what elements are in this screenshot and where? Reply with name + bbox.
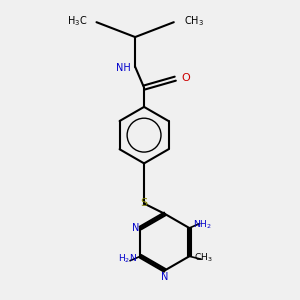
Text: S: S [140, 199, 148, 208]
Text: O: O [181, 73, 190, 83]
Text: CH$_3$: CH$_3$ [194, 251, 212, 264]
Text: H$_3$C: H$_3$C [67, 14, 88, 28]
Text: NH$_2$: NH$_2$ [193, 219, 212, 231]
Text: H$_2$N: H$_2$N [118, 253, 137, 266]
Text: NH: NH [116, 63, 130, 73]
Text: N: N [131, 223, 139, 233]
Text: N: N [161, 272, 169, 282]
Text: CH$_3$: CH$_3$ [184, 14, 204, 28]
